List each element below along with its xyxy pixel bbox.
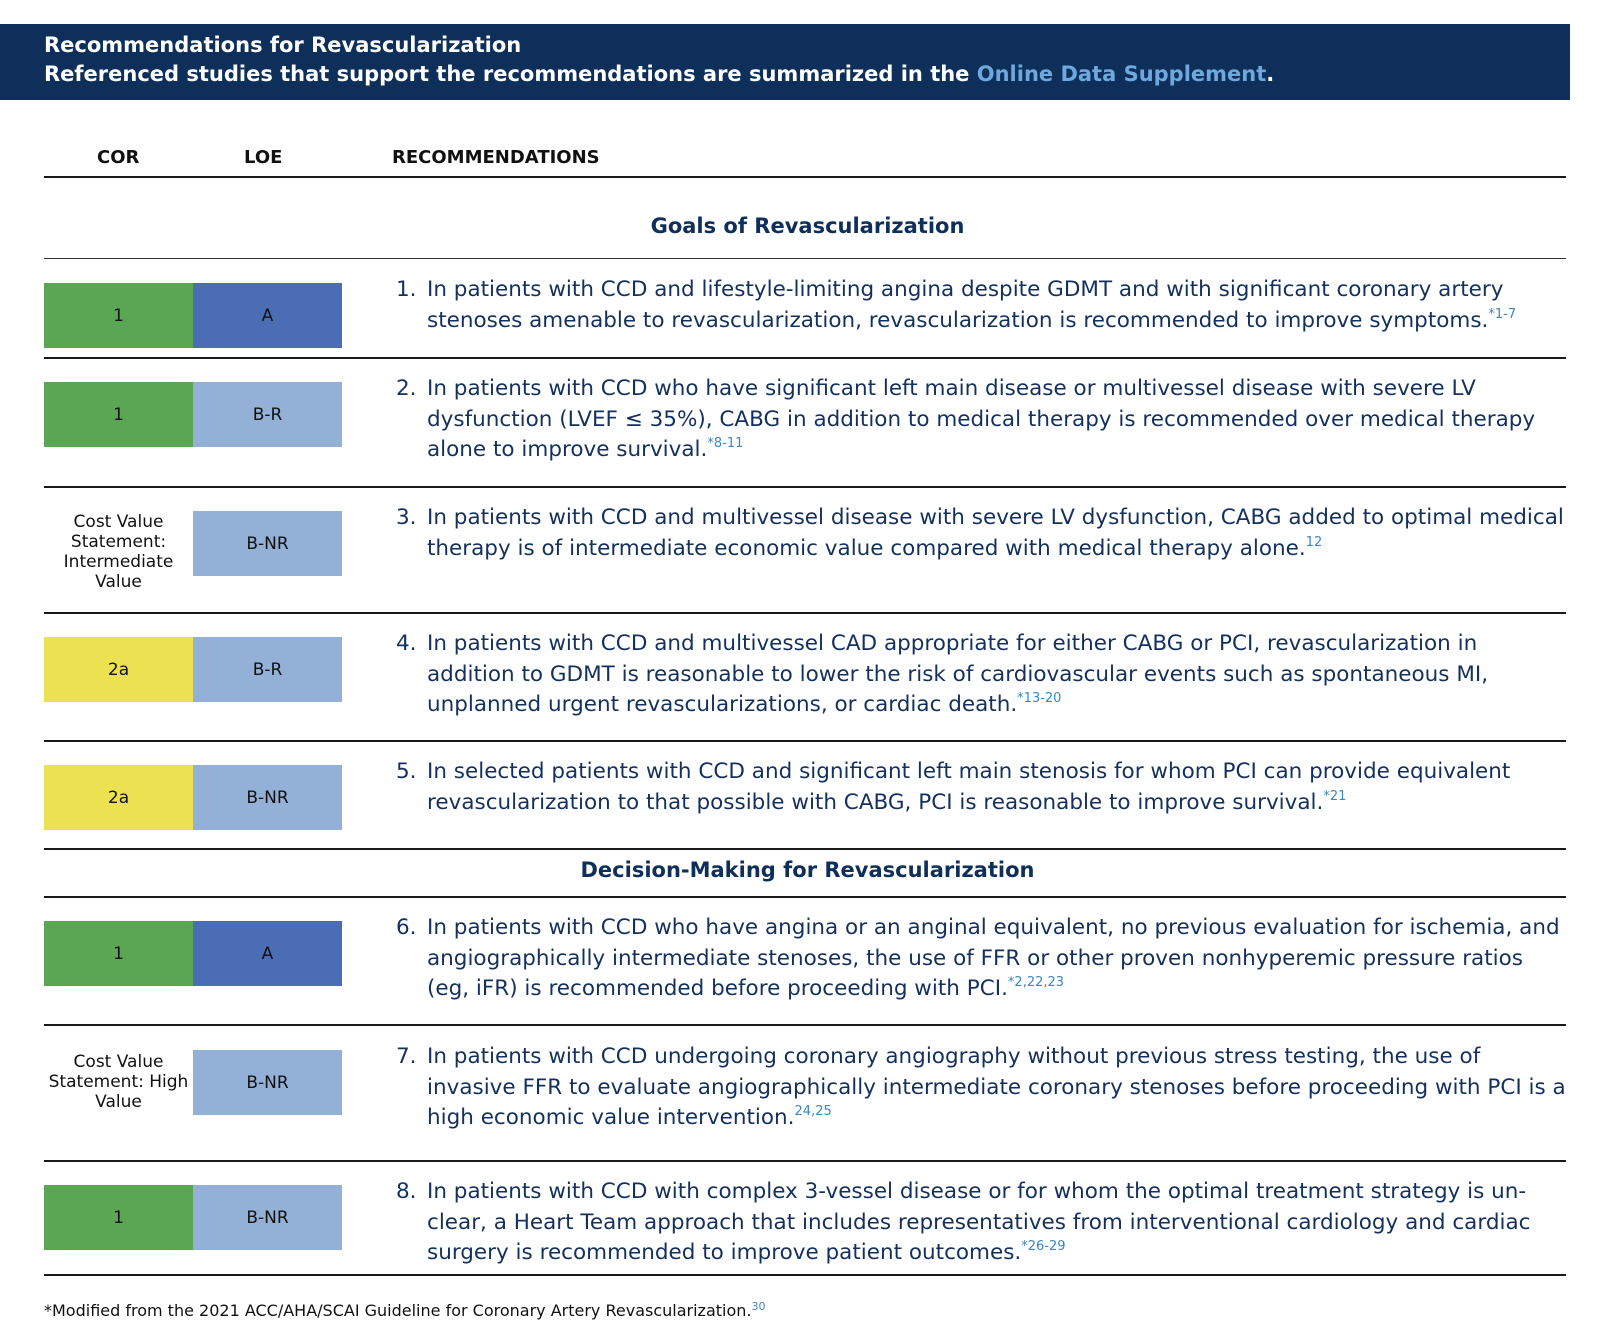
recommendation-7: 7. In patients with CCD undergoing coron… <box>396 1042 1568 1134</box>
reference-citation[interactable]: *26-29 <box>1021 1239 1066 1254</box>
banner-title: Recommendations for Revascularization <box>44 33 522 57</box>
column-header-loe: LOE <box>244 147 283 168</box>
banner-subtitle: Referenced studies that support the reco… <box>44 62 1274 86</box>
recommendation-text: In patients with CCD who have angina or … <box>427 915 1560 1001</box>
cor-box: 2a <box>44 637 193 702</box>
footnote: *Modified from the 2021 ACC/AHA/SCAI Gui… <box>44 1301 765 1320</box>
row-divider <box>44 1024 1566 1026</box>
recommendation-1: 1. In patients with CCD and lifestyle-li… <box>396 275 1568 336</box>
loe-box: B-NR <box>193 1050 342 1115</box>
recommendation-text: In selected patients with CCD and signif… <box>427 759 1511 815</box>
cor-value: 1 <box>113 943 124 964</box>
loe-box: B-NR <box>193 1185 342 1250</box>
reference-citation[interactable]: *2,22,23 <box>1007 975 1065 990</box>
recommendation-number: 8. <box>396 1179 417 1204</box>
loe-box: B-R <box>193 382 342 447</box>
loe-value: B-NR <box>246 1207 289 1228</box>
loe-box: B-NR <box>193 511 342 576</box>
cor-box: 1 <box>44 921 193 986</box>
footnote-reference[interactable]: 30 <box>751 1300 766 1313</box>
row-divider <box>44 848 1566 850</box>
recommendation-number: 2. <box>396 376 417 401</box>
recommendation-2: 2. In patients with CCD who have signifi… <box>396 374 1568 466</box>
loe-value: B-NR <box>246 1072 289 1093</box>
cor-box: 1 <box>44 283 193 348</box>
recommendation-number: 1. <box>396 277 417 302</box>
row-divider <box>44 486 1566 488</box>
cor-value: 2a <box>107 659 130 680</box>
loe-box: B-R <box>193 637 342 702</box>
recommendation-5: 5. In selected patients with CCD and sig… <box>396 757 1568 818</box>
recommendation-text: In patients with CCD who have significan… <box>427 376 1536 462</box>
reference-citation[interactable]: *21 <box>1323 788 1347 804</box>
banner-subtitle-prefix: Referenced studies that support the reco… <box>44 62 977 86</box>
table-bottom-divider <box>44 1274 1566 1276</box>
row-divider <box>44 357 1566 359</box>
online-data-supplement-link[interactable]: Online Data Supplement <box>976 62 1267 86</box>
recommendation-number: 4. <box>396 631 417 656</box>
section-title-decision-making: Decision-Making for Revascularization <box>580 858 1035 882</box>
recommendation-number: 7. <box>396 1044 417 1069</box>
recommendation-number: 3. <box>396 505 417 530</box>
loe-value: A <box>261 943 274 964</box>
reference-citation[interactable]: *8-11 <box>707 436 744 451</box>
reference-citation[interactable]: *13-20 <box>1017 691 1062 706</box>
reference-citation[interactable]: 24,25 <box>794 1104 832 1119</box>
cost-value-statement: Cost Value Statement: High Value <box>48 1052 189 1112</box>
recommendation-text: In patients with CCD and lifestyle-limit… <box>427 277 1504 333</box>
cor-value: 2a <box>107 787 130 808</box>
recommendation-text: In patients with CCD and multivessel dis… <box>427 505 1564 561</box>
footnote-text: *Modified from the 2021 ACC/AHA/SCAI Gui… <box>44 1301 752 1320</box>
cor-box: 2a <box>44 765 193 830</box>
section-divider <box>44 258 1566 259</box>
recommendation-text: In patients with CCD and multivessel CAD… <box>427 631 1489 717</box>
banner-subtitle-suffix: . <box>1266 62 1275 86</box>
recommendation-number: 5. <box>396 759 417 784</box>
column-header-recommendations: RECOMMENDATIONS <box>392 147 600 168</box>
recommendation-6: 6. In patients with CCD who have angina … <box>396 913 1568 1005</box>
cor-value: 1 <box>113 305 124 326</box>
cor-box: 1 <box>44 382 193 447</box>
loe-value: A <box>261 305 274 326</box>
recommendation-8: 8. In patients with CCD with complex 3-v… <box>396 1177 1568 1269</box>
header-divider <box>44 176 1566 178</box>
section-divider <box>44 896 1566 898</box>
cost-value-statement: Cost Value Statement: Intermediate Value <box>63 512 174 592</box>
recommendation-4: 4. In patients with CCD and multivessel … <box>396 629 1568 721</box>
column-header-cor: COR <box>97 147 140 168</box>
recommendation-3: 3. In patients with CCD and multivessel … <box>396 503 1568 564</box>
reference-citation[interactable]: *1-7 <box>1488 306 1517 322</box>
cor-value: 1 <box>113 1207 124 1228</box>
cor-box: 1 <box>44 1185 193 1250</box>
section-title-goals: Goals of Revascularization <box>650 214 965 238</box>
reference-citation[interactable]: 12 <box>1305 534 1323 550</box>
recommendation-number: 6. <box>396 915 417 940</box>
loe-value: B-NR <box>246 533 289 554</box>
loe-box: A <box>193 921 342 986</box>
loe-value: B-R <box>252 404 283 425</box>
row-divider <box>44 740 1566 742</box>
recommendation-text: In patients with CCD undergoing coronary… <box>427 1044 1566 1130</box>
header-banner: Recommendations for Revascularization Re… <box>0 24 1570 100</box>
loe-value: B-NR <box>246 787 289 808</box>
cor-value: 1 <box>113 404 124 425</box>
loe-box: A <box>193 283 342 348</box>
row-divider <box>44 612 1566 614</box>
row-divider <box>44 1160 1566 1162</box>
loe-box: B-NR <box>193 765 342 830</box>
loe-value: B-R <box>252 659 283 680</box>
recommendation-text: In patients with CCD with complex 3-vess… <box>427 1179 1531 1265</box>
